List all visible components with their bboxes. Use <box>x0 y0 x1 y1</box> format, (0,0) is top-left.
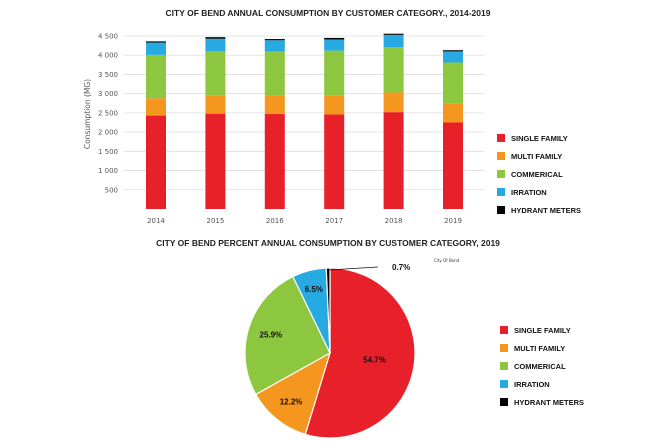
bar-hydrant-meters-2018 <box>383 33 404 35</box>
bar-irration-2017 <box>324 39 345 51</box>
legend-label: SINGLE FAMILY <box>511 134 568 143</box>
legend-label: SINGLE FAMILY <box>514 326 571 335</box>
legend-label: COMMERICAL <box>511 170 563 179</box>
pie-label: 0.7% <box>392 263 410 272</box>
x-tick-label: 2016 <box>266 217 284 225</box>
bar-single-family-2016 <box>264 114 285 209</box>
pie-legend: SINGLE FAMILY MULTI FAMILY COMMERICAL IRRAT… <box>500 326 584 407</box>
legend-swatch <box>497 170 505 178</box>
x-tick-label: 2014 <box>147 217 165 225</box>
x-tick-label: 2018 <box>385 217 403 225</box>
y-tick-label: 500 <box>105 186 118 194</box>
pie-label: 6.5% <box>305 285 323 294</box>
bar-hydrant-meters-2019 <box>443 50 463 52</box>
pie-slices <box>244 267 416 439</box>
pie-label: 12.2% <box>280 397 303 406</box>
bar-irration-2016 <box>264 40 285 52</box>
pie-label: 54.7% <box>363 356 386 365</box>
bar-irration-2014 <box>146 42 166 55</box>
bar-hydrant-meters-2017 <box>324 37 345 40</box>
y-tick-labels: 500 1 000 1 500 2 000 2 500 3 000 3 500 4 000 4 … <box>98 33 118 195</box>
legend-label: IRRATION <box>511 188 547 197</box>
bar-chart: CITY OF BEND ANNUAL CONSUMPTION BY CUSTO… <box>83 8 581 225</box>
bar-multi-family-2014 <box>146 98 166 116</box>
legend-label: MULTI FAMILY <box>514 344 565 353</box>
bar-legend: SINGLE FAMILY MULTI FAMILY COMMERICAL IRRAT… <box>497 134 581 215</box>
bar-irration-2015 <box>205 38 226 51</box>
bars <box>146 33 463 209</box>
y-tick-label: 4 500 <box>98 33 118 41</box>
legend-swatch <box>497 134 505 142</box>
pie-leader-line <box>328 266 379 271</box>
pie-slice-commerical <box>244 275 331 396</box>
bar-commerical-2019 <box>443 62 463 104</box>
bar-hydrant-meters-2014 <box>146 41 166 43</box>
bar-chart-title: CITY OF BEND ANNUAL CONSUMPTION BY CUSTO… <box>166 8 491 18</box>
legend-swatch <box>500 326 508 334</box>
bar-multi-family-2015 <box>205 95 226 114</box>
bar-single-family-2014 <box>146 115 166 209</box>
y-tick-label: 1 500 <box>98 148 118 156</box>
y-axis-label: Consumption (MG) <box>83 79 92 149</box>
legend-label: HYDRANT METERS <box>514 398 584 407</box>
pie-slice-hydrant-meters <box>325 267 331 354</box>
legend-swatch <box>497 152 505 160</box>
legend-label: COMMERICAL <box>514 362 566 371</box>
bar-commerical-2015 <box>205 50 226 96</box>
pie-chart: CITY OF BEND PERCENT ANNUAL CONSUMPTION … <box>156 238 584 439</box>
y-tick-label: 2 000 <box>98 129 118 137</box>
bar-single-family-2015 <box>205 113 226 209</box>
legend-swatch <box>497 206 505 214</box>
y-tick-label: 4 000 <box>98 52 118 60</box>
bar-multi-family-2016 <box>264 95 285 115</box>
legend-swatch <box>497 188 505 196</box>
bar-hydrant-meters-2016 <box>264 39 285 41</box>
bar-multi-family-2018 <box>383 92 404 113</box>
bar-multi-family-2019 <box>443 103 463 123</box>
legend-swatch <box>500 344 508 352</box>
gridlines <box>124 35 484 191</box>
legend-swatch <box>500 362 508 370</box>
bar-multi-family-2017 <box>324 95 345 115</box>
pie-note: City Of Bend <box>434 258 460 263</box>
x-tick-label: 2015 <box>206 217 224 225</box>
x-tick-labels: 2014 2015 2016 2017 2018 2019 <box>147 217 462 225</box>
pie-slice-single-family <box>304 267 416 439</box>
y-tick-label: 1 000 <box>98 167 118 175</box>
x-tick-label: 2019 <box>444 217 462 225</box>
bar-irration-2019 <box>443 51 463 63</box>
pie-label: 25.9% <box>260 330 283 339</box>
pie-chart-title: CITY OF BEND PERCENT ANNUAL CONSUMPTION … <box>156 238 500 248</box>
legend-label: HYDRANT METERS <box>511 206 581 215</box>
bar-commerical-2016 <box>264 51 285 96</box>
bar-irration-2018 <box>383 34 404 48</box>
legend-label: MULTI FAMILY <box>511 152 562 161</box>
bar-single-family-2018 <box>383 112 404 209</box>
y-tick-label: 3 000 <box>98 90 118 98</box>
bar-single-family-2019 <box>443 122 463 209</box>
legend-label: IRRATION <box>514 380 550 389</box>
pie-slice-multi-family <box>254 351 332 436</box>
x-tick-label: 2017 <box>325 217 343 225</box>
legend-swatch <box>500 398 508 406</box>
y-tick-label: 2 500 <box>98 109 118 117</box>
bar-commerical-2017 <box>324 50 345 96</box>
pie-labels: 54.7% 12.2% 25.9% 6.5% 0.7% <box>260 263 411 406</box>
bar-commerical-2014 <box>146 54 166 99</box>
bar-commerical-2018 <box>383 47 404 93</box>
bar-hydrant-meters-2015 <box>205 37 226 39</box>
bar-single-family-2017 <box>324 114 345 209</box>
legend-swatch <box>500 380 508 388</box>
y-tick-label: 3 500 <box>98 71 118 79</box>
